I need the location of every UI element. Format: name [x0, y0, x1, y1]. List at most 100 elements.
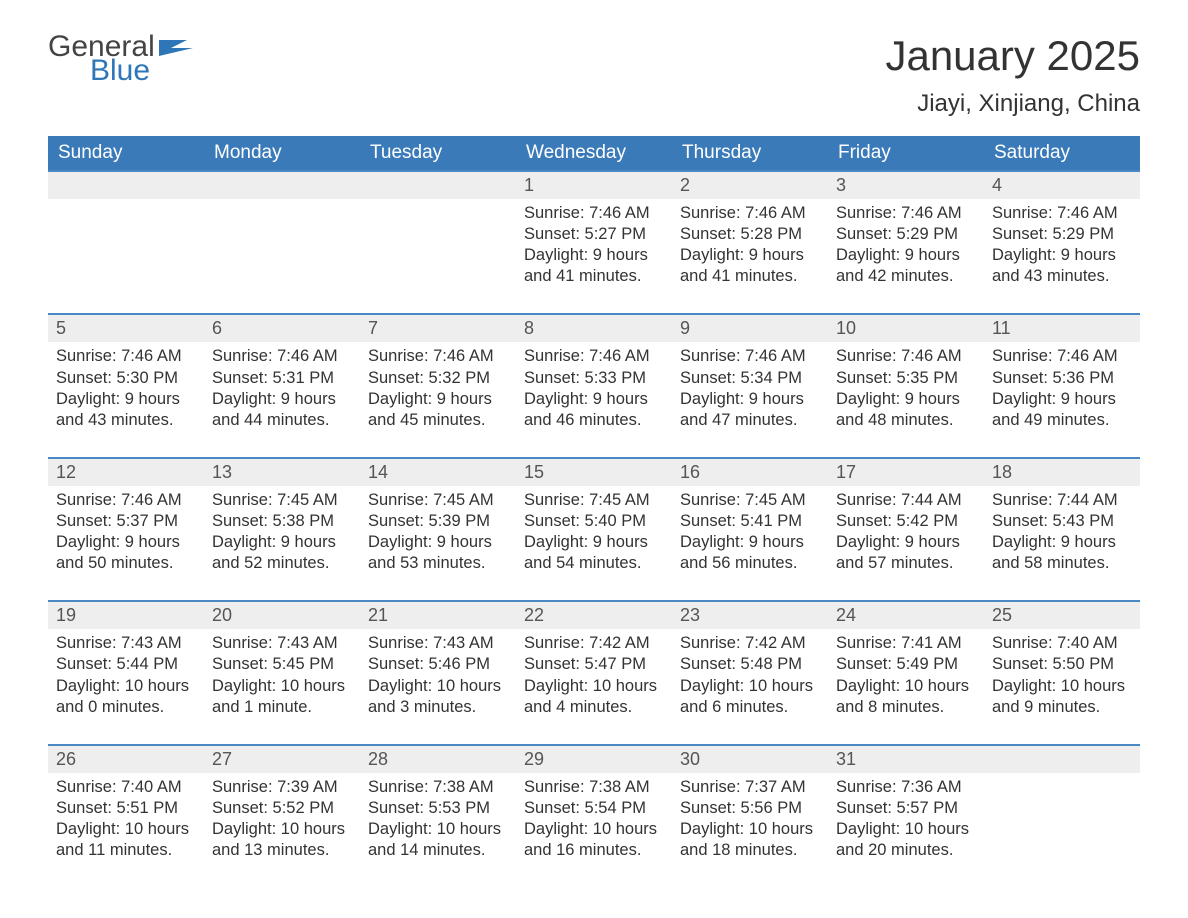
day-detail-line: Daylight: 9 hours — [368, 389, 508, 410]
day-detail-line: Sunset: 5:29 PM — [992, 224, 1132, 245]
day-detail-line: Sunset: 5:51 PM — [56, 798, 196, 819]
calendar-day-cell: 14Sunrise: 7:45 AMSunset: 5:39 PMDayligh… — [360, 457, 516, 600]
month-title: January 2025 — [885, 32, 1140, 80]
day-detail-line: and 42 minutes. — [836, 266, 976, 287]
day-detail-line: Sunset: 5:54 PM — [524, 798, 664, 819]
day-detail-line: Sunset: 5:56 PM — [680, 798, 820, 819]
calendar-day-cell: 21Sunrise: 7:43 AMSunset: 5:46 PMDayligh… — [360, 600, 516, 743]
calendar-day-cell: 18Sunrise: 7:44 AMSunset: 5:43 PMDayligh… — [984, 457, 1140, 600]
day-details: Sunrise: 7:38 AMSunset: 5:54 PMDaylight:… — [516, 773, 672, 861]
day-detail-line: Daylight: 9 hours — [56, 389, 196, 410]
day-number: 26 — [48, 744, 204, 773]
calendar-body: 1Sunrise: 7:46 AMSunset: 5:27 PMDaylight… — [48, 170, 1140, 887]
day-detail-line: Sunset: 5:42 PM — [836, 511, 976, 532]
day-detail-line: and 8 minutes. — [836, 697, 976, 718]
day-number: 13 — [204, 457, 360, 486]
empty-day-header — [984, 744, 1140, 773]
day-detail-line: Daylight: 9 hours — [524, 245, 664, 266]
calendar-day-cell: 28Sunrise: 7:38 AMSunset: 5:53 PMDayligh… — [360, 744, 516, 887]
day-number: 18 — [984, 457, 1140, 486]
day-detail-line: Daylight: 9 hours — [368, 532, 508, 553]
day-number: 29 — [516, 744, 672, 773]
day-detail-line: Daylight: 9 hours — [992, 389, 1132, 410]
day-details: Sunrise: 7:46 AMSunset: 5:29 PMDaylight:… — [828, 199, 984, 287]
calendar-day-cell: 29Sunrise: 7:38 AMSunset: 5:54 PMDayligh… — [516, 744, 672, 887]
day-details: Sunrise: 7:36 AMSunset: 5:57 PMDaylight:… — [828, 773, 984, 861]
day-detail-line: Daylight: 9 hours — [56, 532, 196, 553]
calendar-day-cell: 16Sunrise: 7:45 AMSunset: 5:41 PMDayligh… — [672, 457, 828, 600]
day-detail-line: Sunset: 5:33 PM — [524, 368, 664, 389]
day-detail-line: Daylight: 10 hours — [56, 819, 196, 840]
day-number: 17 — [828, 457, 984, 486]
calendar-day-cell: 23Sunrise: 7:42 AMSunset: 5:48 PMDayligh… — [672, 600, 828, 743]
day-details: Sunrise: 7:46 AMSunset: 5:36 PMDaylight:… — [984, 342, 1140, 430]
weekday-header: Tuesday — [360, 136, 516, 170]
calendar-table: SundayMondayTuesdayWednesdayThursdayFrid… — [48, 136, 1140, 887]
day-detail-line: Sunset: 5:57 PM — [836, 798, 976, 819]
day-detail-line: Daylight: 9 hours — [212, 532, 352, 553]
day-detail-line: Sunset: 5:50 PM — [992, 654, 1132, 675]
day-detail-line: Sunrise: 7:46 AM — [836, 203, 976, 224]
weekday-header: Saturday — [984, 136, 1140, 170]
calendar-day-cell — [204, 170, 360, 313]
day-detail-line: Daylight: 10 hours — [524, 819, 664, 840]
day-detail-line: and 14 minutes. — [368, 840, 508, 861]
day-number: 27 — [204, 744, 360, 773]
day-detail-line: Sunrise: 7:46 AM — [680, 346, 820, 367]
calendar-day-cell: 17Sunrise: 7:44 AMSunset: 5:42 PMDayligh… — [828, 457, 984, 600]
calendar-week-row: 1Sunrise: 7:46 AMSunset: 5:27 PMDaylight… — [48, 170, 1140, 313]
day-details: Sunrise: 7:45 AMSunset: 5:39 PMDaylight:… — [360, 486, 516, 574]
flag-icon — [159, 34, 193, 62]
calendar-day-cell: 24Sunrise: 7:41 AMSunset: 5:49 PMDayligh… — [828, 600, 984, 743]
day-detail-line: Sunrise: 7:46 AM — [524, 346, 664, 367]
day-detail-line: Sunrise: 7:42 AM — [524, 633, 664, 654]
day-details: Sunrise: 7:46 AMSunset: 5:28 PMDaylight:… — [672, 199, 828, 287]
day-detail-line: Sunset: 5:41 PM — [680, 511, 820, 532]
day-details: Sunrise: 7:46 AMSunset: 5:31 PMDaylight:… — [204, 342, 360, 430]
day-detail-line: Daylight: 10 hours — [680, 819, 820, 840]
day-detail-line: Sunset: 5:53 PM — [368, 798, 508, 819]
day-detail-line: and 43 minutes. — [56, 410, 196, 431]
day-detail-line: and 47 minutes. — [680, 410, 820, 431]
day-number: 11 — [984, 313, 1140, 342]
day-detail-line: and 57 minutes. — [836, 553, 976, 574]
day-detail-line: Sunset: 5:48 PM — [680, 654, 820, 675]
day-number: 31 — [828, 744, 984, 773]
weekday-header: Wednesday — [516, 136, 672, 170]
day-detail-line: Daylight: 10 hours — [212, 676, 352, 697]
calendar-day-cell — [48, 170, 204, 313]
day-detail-line: Daylight: 9 hours — [992, 532, 1132, 553]
day-detail-line: Sunrise: 7:36 AM — [836, 777, 976, 798]
day-details: Sunrise: 7:44 AMSunset: 5:42 PMDaylight:… — [828, 486, 984, 574]
empty-day-header — [48, 170, 204, 199]
day-detail-line: and 18 minutes. — [680, 840, 820, 861]
day-detail-line: Daylight: 10 hours — [368, 676, 508, 697]
empty-day-header — [204, 170, 360, 199]
day-number: 9 — [672, 313, 828, 342]
calendar-day-cell: 27Sunrise: 7:39 AMSunset: 5:52 PMDayligh… — [204, 744, 360, 887]
day-detail-line: Sunset: 5:31 PM — [212, 368, 352, 389]
day-detail-line: Sunrise: 7:46 AM — [680, 203, 820, 224]
day-detail-line: and 41 minutes. — [680, 266, 820, 287]
calendar-day-cell: 5Sunrise: 7:46 AMSunset: 5:30 PMDaylight… — [48, 313, 204, 456]
calendar-day-cell: 30Sunrise: 7:37 AMSunset: 5:56 PMDayligh… — [672, 744, 828, 887]
day-details: Sunrise: 7:44 AMSunset: 5:43 PMDaylight:… — [984, 486, 1140, 574]
day-detail-line: and 9 minutes. — [992, 697, 1132, 718]
calendar-week-row: 26Sunrise: 7:40 AMSunset: 5:51 PMDayligh… — [48, 744, 1140, 887]
calendar-day-cell: 8Sunrise: 7:46 AMSunset: 5:33 PMDaylight… — [516, 313, 672, 456]
calendar-day-cell: 9Sunrise: 7:46 AMSunset: 5:34 PMDaylight… — [672, 313, 828, 456]
day-details: Sunrise: 7:38 AMSunset: 5:53 PMDaylight:… — [360, 773, 516, 861]
day-detail-line: Sunrise: 7:46 AM — [992, 346, 1132, 367]
calendar-day-cell: 15Sunrise: 7:45 AMSunset: 5:40 PMDayligh… — [516, 457, 672, 600]
day-detail-line: Sunrise: 7:45 AM — [368, 490, 508, 511]
day-detail-line: and 58 minutes. — [992, 553, 1132, 574]
day-number: 19 — [48, 600, 204, 629]
day-detail-line: Sunrise: 7:46 AM — [836, 346, 976, 367]
title-block: January 2025 Jiayi, Xinjiang, China — [885, 32, 1140, 118]
page-header: General Blue January 2025 Jiayi, Xinjian… — [48, 32, 1140, 118]
calendar-week-row: 5Sunrise: 7:46 AMSunset: 5:30 PMDaylight… — [48, 313, 1140, 456]
day-detail-line: Sunset: 5:37 PM — [56, 511, 196, 532]
day-detail-line: and 4 minutes. — [524, 697, 664, 718]
day-detail-line: Sunrise: 7:45 AM — [212, 490, 352, 511]
day-detail-line: Sunset: 5:34 PM — [680, 368, 820, 389]
